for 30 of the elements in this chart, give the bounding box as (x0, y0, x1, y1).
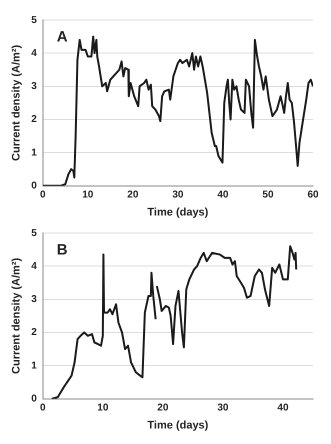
y-tick-label: 1 (31, 360, 38, 372)
x-tick-label: 20 (127, 190, 139, 201)
annotation: B (56, 242, 68, 259)
y-tick-label: 2 (31, 327, 38, 338)
y-tick-label: 1 (31, 147, 38, 158)
x-tick-label: 10 (97, 402, 109, 414)
x-tick-label: 40 (277, 402, 289, 414)
x-tick-label: 60 (307, 190, 319, 201)
y-axis-title: Current density (A/m²) (10, 258, 23, 374)
y-tick-label: 5 (31, 228, 38, 239)
x-axis-title: Time (days) (147, 419, 209, 432)
x-tick-label: 50 (262, 190, 274, 201)
x-tick-label: 0 (40, 402, 46, 414)
y-tick-label: 4 (31, 260, 38, 272)
y-tick-label: 4 (31, 48, 38, 59)
x-tick-label: 30 (172, 190, 184, 201)
x-tick-label: 20 (157, 402, 169, 414)
x-tick-label: 30 (217, 402, 229, 414)
y-tick-label: 0 (31, 394, 38, 405)
annotation: A (56, 28, 68, 46)
x-axis-title: Time (days) (147, 206, 209, 218)
y-tick-label: 5 (31, 14, 38, 26)
y-tick-label: 3 (31, 81, 38, 92)
y-tick-label: 2 (31, 114, 38, 126)
y-tick-label: 3 (31, 294, 38, 306)
x-tick-label: 40 (217, 190, 229, 201)
y-tick-label: 0 (31, 180, 38, 192)
x-tick-label: 0 (40, 190, 46, 201)
x-tick-label: 10 (82, 190, 94, 201)
y-axis-title: Current density (A/m²) (10, 44, 23, 161)
